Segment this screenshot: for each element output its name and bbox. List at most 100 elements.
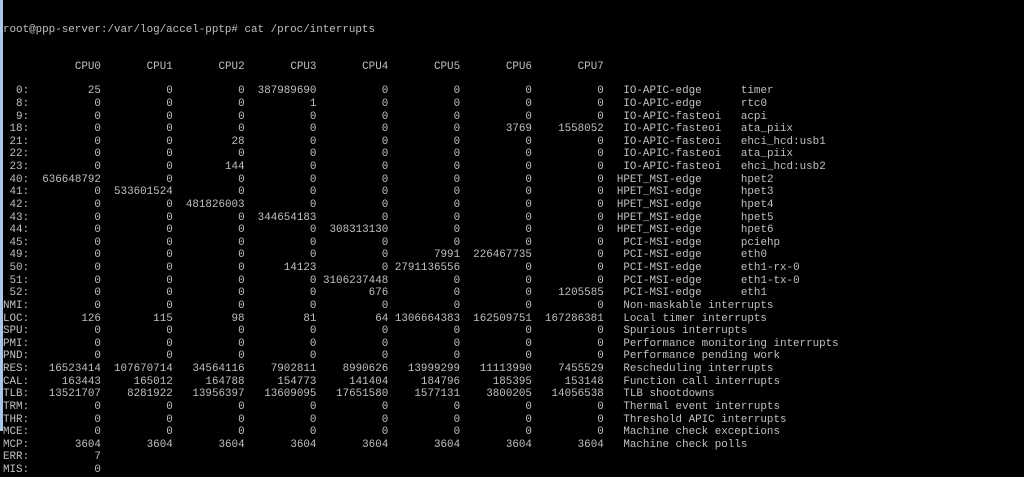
- irq-label: PMI:: [3, 337, 30, 350]
- cpu5-count: 1306664383: [394, 312, 461, 325]
- cpu0-count: 0: [94, 135, 101, 148]
- device-name: hpet5: [740, 211, 774, 224]
- interrupt-row: 8: 0 0 0 1 0 0 0 0 IO-APIC-edge rtc0: [3, 98, 1024, 111]
- cpu3-count: 0: [309, 413, 317, 426]
- irq-label: TLB:: [3, 388, 30, 401]
- cpu2-count: 0: [238, 173, 245, 186]
- interrupt-description: Performance monitoring interrupts: [623, 337, 839, 350]
- cpu3-count: 0: [309, 287, 317, 300]
- cpu1-count: 0: [166, 249, 173, 262]
- cpu6-count: 0: [525, 236, 532, 249]
- cpu3-count: 0: [309, 325, 317, 338]
- cpu1-count: 0: [166, 85, 173, 98]
- cpu5-count: 0: [453, 123, 461, 136]
- cpu5-count: 0: [453, 148, 461, 161]
- cpu7-count: 0: [597, 161, 604, 173]
- cpu7-count: 0: [597, 198, 604, 211]
- cpu6-count: 0: [525, 262, 532, 274]
- cpu0-count: 7: [94, 451, 101, 464]
- cpu1-count: 0: [166, 123, 173, 136]
- cpu6-count: 0: [525, 337, 532, 350]
- irq-label: 23:: [9, 161, 30, 173]
- cpu0-count: 0: [94, 413, 101, 426]
- cpu2-count: 144: [225, 161, 245, 173]
- cpu1-count: 0: [166, 224, 173, 237]
- cpu2-count: 0: [238, 186, 245, 199]
- cpu7-count: 0: [597, 236, 604, 249]
- cpu6-count: 162509751: [473, 312, 532, 325]
- cpu5-count: 2791136556: [394, 262, 461, 274]
- cpu0-count: 0: [94, 464, 101, 476]
- cpu2-count: 164788: [205, 375, 245, 388]
- cpu7-count: 0: [597, 325, 604, 338]
- irq-label: 22:: [9, 148, 30, 161]
- cpu-header-1: CPU1: [146, 60, 173, 73]
- device-name: hpet3: [740, 186, 774, 199]
- cpu4-count: 0: [381, 325, 389, 338]
- cpu5-count: 0: [453, 135, 461, 148]
- cpu2-count: 0: [238, 299, 245, 312]
- cpu5-count: 7991: [433, 249, 461, 262]
- irq-label: 18:: [9, 123, 30, 136]
- cpu-header-0: CPU0: [74, 60, 101, 73]
- cpu6-count: 3769: [505, 123, 532, 136]
- cpu4-count: 0: [381, 97, 389, 110]
- interrupt-row: 49: 0 0 0 0 0 7991 226467735 0 PCI-MSI-edge eth0: [3, 249, 1024, 262]
- cpu7-count: 1205585: [558, 287, 604, 300]
- cpu7-count: 167286381: [545, 312, 604, 325]
- cpu4-count: 0: [381, 400, 389, 413]
- interrupt-description: Thermal event interrupts: [623, 400, 780, 413]
- cpu4-count: 0: [381, 161, 389, 173]
- cpu3-count: 0: [309, 249, 317, 262]
- cpu4-count: 0: [381, 186, 389, 199]
- cpu4-count: 0: [381, 299, 389, 312]
- interrupt-row: NMI: 0 0 0 0 0 0 0 0 Non-maskable interrupts: [3, 300, 1024, 313]
- interrupt-description: Machine check exceptions: [623, 426, 780, 439]
- cpu2-count: 0: [238, 337, 245, 350]
- cpu4-count: 0: [381, 198, 389, 211]
- interrupt-description: Rescheduling interrupts: [623, 363, 774, 375]
- interrupt-description: Machine check polls: [623, 438, 748, 451]
- device-name: hpet6: [740, 224, 774, 237]
- device-name: acpi: [740, 110, 767, 123]
- cpu0-count: 0: [94, 186, 101, 199]
- cpu3-count: 1: [309, 97, 317, 110]
- irq-chip: IO-APIC-fasteoi: [623, 110, 722, 123]
- device-name: hpet2: [740, 173, 774, 186]
- cpu4-count: 0: [381, 148, 389, 161]
- interrupt-description: Function call interrupts: [623, 375, 780, 388]
- irq-label: PND:: [3, 350, 30, 363]
- cpu0-count: 0: [94, 211, 101, 224]
- cpu3-count: 0: [309, 123, 317, 136]
- interrupt-description: Local timer interrupts: [623, 312, 767, 325]
- cpu3-count: 0: [309, 350, 317, 363]
- cpu2-count: 3604: [218, 438, 245, 451]
- cpu-header-4: CPU4: [362, 60, 389, 73]
- cpu0-count: 126: [81, 312, 101, 325]
- irq-label: ERR:: [3, 451, 30, 464]
- cpu7-count: 0: [597, 426, 604, 439]
- cpu1-count: 0: [166, 337, 173, 350]
- terminal-output[interactable]: root@ppp-server:/var/log/accel-pptp# cat…: [3, 0, 1024, 476]
- cpu2-count: 0: [238, 97, 245, 110]
- irq-label: 21:: [9, 135, 30, 148]
- interrupt-row: 40: 636648792 0 0 0 0 0 0 0 HPET_MSI-edge hpet2: [3, 174, 1024, 187]
- interrupt-row: 45: 0 0 0 0 0 0 0 0 PCI-MSI-edge pciehp: [3, 237, 1024, 250]
- cpu5-count: 0: [453, 413, 461, 426]
- irq-label: MCP:: [3, 438, 30, 451]
- cpu0-count: 0: [94, 325, 101, 338]
- window-left-edge: [0, 0, 3, 431]
- cpu7-count: 0: [597, 211, 604, 224]
- cpu0-count: 3604: [74, 438, 101, 451]
- cpu6-count: 0: [525, 148, 532, 161]
- cpu-header-3: CPU3: [290, 60, 317, 73]
- cpu7-count: 1558052: [558, 123, 604, 136]
- cpu2-count: 0: [238, 224, 245, 237]
- cpu1-count: 0: [166, 110, 173, 123]
- irq-chip: IO-APIC-edge: [623, 85, 702, 98]
- interrupt-row: 23: 0 0 144 0 0 0 0 0 IO-APIC-fasteoi ehci_hcd:usb…: [3, 161, 1024, 174]
- cpu0-count: 0: [94, 236, 101, 249]
- cpu1-count: 0: [166, 325, 173, 338]
- cpu-header-7: CPU7: [577, 60, 604, 73]
- cpu4-count: 0: [381, 110, 389, 123]
